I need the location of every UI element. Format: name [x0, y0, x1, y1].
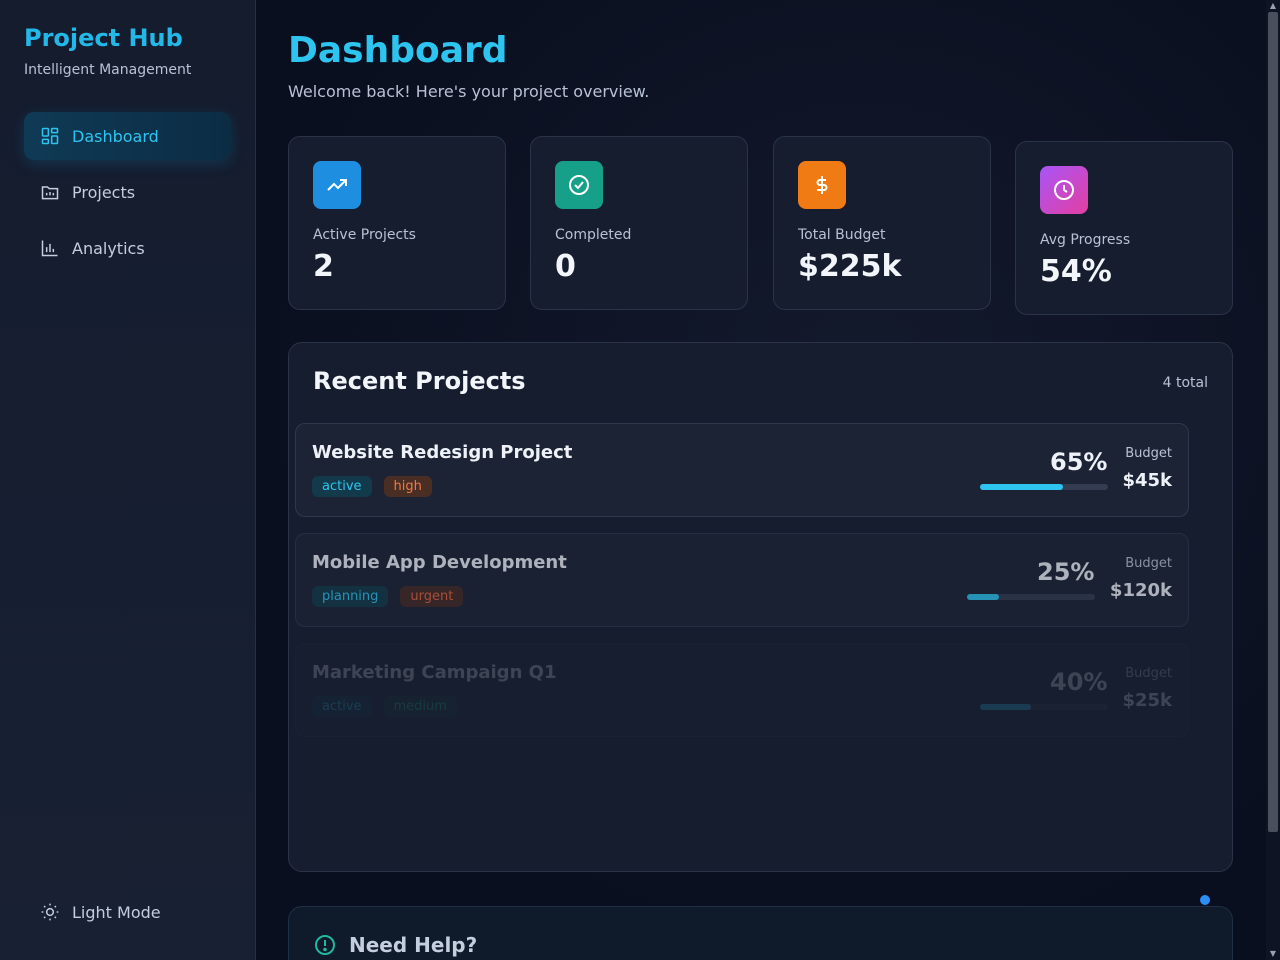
budget-value: $45k [1122, 470, 1172, 491]
status-badge: active [312, 696, 372, 717]
project-name: Website Redesign Project [312, 442, 573, 463]
nav-item-analytics[interactable]: Analytics [24, 224, 231, 272]
folder-icon [41, 186, 59, 200]
main-content: Dashboard Welcome back! Here's your proj… [256, 0, 1266, 960]
scroll-down-arrow[interactable]: ▼ [1269, 949, 1277, 958]
recent-projects-panel: Recent Projects 4 total Website Redesign… [288, 342, 1233, 872]
project-name: Mobile App Development [312, 552, 567, 573]
page-subtitle: Welcome back! Here's your project overvi… [288, 82, 650, 101]
budget-label: Budget [1125, 556, 1172, 571]
project-name: Marketing Campaign Q1 [312, 662, 557, 683]
progress-value: 40% [1050, 668, 1108, 696]
sidebar: Project Hub Intelligent Management Dashb… [0, 0, 256, 960]
budget-value: $25k [1122, 690, 1172, 711]
sun-icon [41, 903, 59, 921]
priority-badge: medium [383, 696, 457, 717]
dollar-icon [798, 161, 846, 209]
project-row[interactable]: Marketing Campaign Q1 active medium 40% … [295, 643, 1189, 737]
status-badge: active [312, 476, 372, 497]
progress-value: 65% [1050, 448, 1108, 476]
brand-subtitle: Intelligent Management [24, 62, 192, 78]
stat-label: Completed [555, 227, 632, 243]
theme-toggle-label: Light Mode [72, 902, 161, 922]
progress-bar [980, 484, 1108, 490]
stat-value: 2 [313, 249, 334, 284]
nav-item-label: Projects [72, 182, 136, 202]
budget-label: Budget [1125, 666, 1172, 681]
clock-icon [1040, 166, 1088, 214]
help-panel: Need Help? [288, 906, 1233, 960]
nav-item-projects[interactable]: Projects [24, 168, 231, 216]
priority-badge: high [383, 476, 432, 497]
scroll-up-arrow[interactable]: ▲ [1269, 1, 1277, 10]
brand-title: Project Hub [24, 24, 183, 52]
alert-circle-icon [315, 935, 335, 955]
progress-bar-fill [980, 484, 1064, 490]
progress-bar [967, 594, 1095, 600]
nav-item-dashboard[interactable]: Dashboard [24, 112, 231, 160]
progress-value: 25% [1037, 558, 1095, 586]
stat-card-completed: Completed 0 [530, 136, 748, 310]
nav-item-label: Dashboard [72, 126, 159, 146]
stat-label: Active Projects [313, 227, 416, 243]
status-badge: planning [312, 586, 389, 607]
scrollbar-thumb[interactable] [1268, 12, 1278, 832]
scrollbar[interactable]: ▲ ▼ [1266, 0, 1280, 960]
check-circle-icon [555, 161, 603, 209]
stat-value: $225k [798, 249, 902, 284]
page-title: Dashboard [288, 30, 508, 71]
priority-badge: urgent [400, 586, 464, 607]
stat-card-avg-progress: Avg Progress 54% [1015, 141, 1233, 315]
stat-label: Avg Progress [1040, 232, 1131, 248]
stat-label: Total Budget [798, 227, 886, 243]
progress-bar-fill [967, 594, 999, 600]
light-mode-toggle[interactable]: Light Mode [24, 888, 231, 936]
recent-projects-title: Recent Projects [313, 367, 526, 395]
progress-bar [980, 704, 1108, 710]
dashboard-icon [41, 127, 59, 145]
progress-bar-fill [980, 704, 1032, 710]
project-row[interactable]: Mobile App Development planning urgent 2… [295, 533, 1189, 627]
bar-chart-icon [41, 240, 58, 257]
trending-up-icon [313, 161, 361, 209]
nav-item-label: Analytics [72, 238, 145, 258]
notification-dot [1200, 895, 1210, 905]
budget-label: Budget [1125, 446, 1172, 461]
budget-value: $120k [1109, 580, 1172, 601]
stat-card-total-budget: Total Budget $225k [773, 136, 991, 310]
stat-value: 54% [1040, 254, 1112, 289]
stat-value: 0 [555, 249, 576, 284]
project-count: 4 total [1162, 375, 1208, 391]
help-title: Need Help? [349, 933, 478, 957]
project-row[interactable]: Website Redesign Project active high 65%… [295, 423, 1189, 517]
stat-card-active-projects: Active Projects 2 [288, 136, 506, 310]
